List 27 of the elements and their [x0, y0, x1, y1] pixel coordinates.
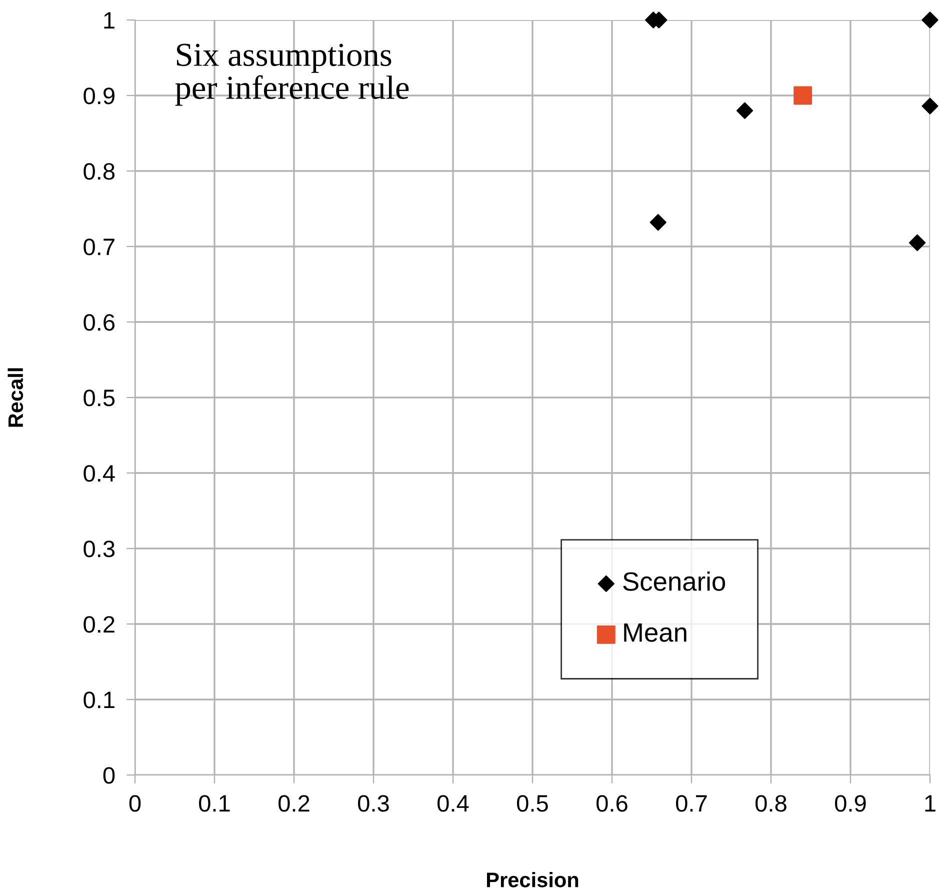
legend-label: Scenario	[623, 572, 726, 591]
legend-label: Mean	[624, 623, 686, 642]
x-tick-label: 0.2	[278, 795, 310, 812]
x-tick-label: 0.7	[676, 795, 707, 812]
x-tick-label: 0.3	[358, 795, 389, 812]
y-tick-label: 0.6	[84, 314, 115, 331]
x-tick-label: 1	[925, 795, 936, 812]
x-tick-label: 0.9	[835, 795, 866, 812]
y-tick-label: 0.9	[84, 88, 114, 104]
y-tick-label: 0.1	[84, 692, 114, 708]
x-tick-label: 0	[129, 795, 141, 812]
x-tick-label: 0.1	[199, 795, 230, 812]
y-tick-label: 0.7	[84, 238, 114, 256]
y-tick-label: 0.4	[84, 465, 115, 482]
y-tick-label: 0	[103, 767, 115, 784]
y-tick-label: 0.5	[84, 390, 115, 406]
y-tick-label: 1	[104, 12, 114, 29]
x-tick-label: 0.4	[438, 795, 469, 812]
y-axis-title: Recall	[8, 368, 24, 427]
y-tick-label: 0.8	[84, 163, 115, 180]
annotation: Six assumptions per inference rule	[175, 44, 409, 106]
y-tick-label: 0.3	[84, 540, 115, 558]
x-tick-label: 0.5	[517, 795, 548, 812]
x-tick-label: 0.6	[596, 795, 628, 812]
x-axis-title: Precision	[487, 872, 578, 888]
x-tick-label: 0.8	[756, 795, 786, 812]
y-tick-label: 0.2	[84, 616, 114, 633]
